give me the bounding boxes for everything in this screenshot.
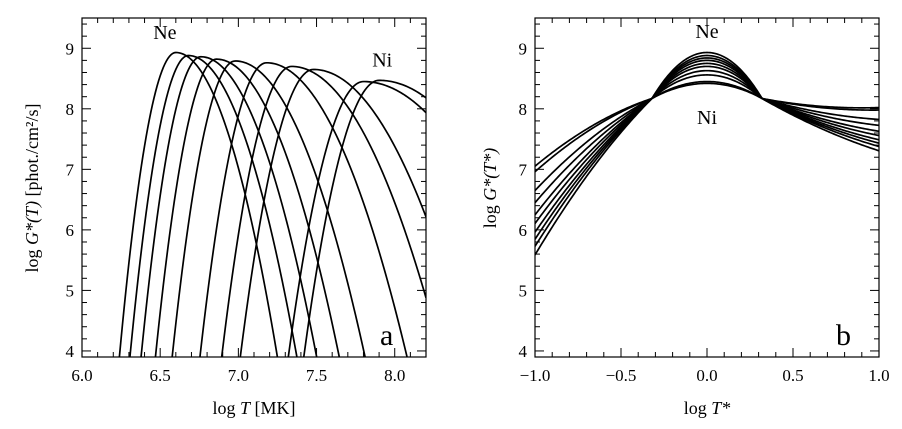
panel-a-tick-labels: 6.0 6.5 7.0 7.5 8.0 4 5 6 7 8 9 [66,39,406,385]
panel-b-annotations: Ne Ni [695,21,718,129]
panel-a-curve-na [129,54,298,357]
panel-b-ytick-label: 9 [519,39,528,58]
panel-b-curve-ca [535,74,879,192]
panel-a-xtick-label: 6.5 [150,366,171,385]
panel-a-ylabel: log G*(T) [phot./cm²/s] [22,104,43,273]
panel-a-ytick-label: 9 [66,39,75,58]
panel-b-xtick-label: 0.5 [782,366,803,385]
panel-a-xtick-label: 7.0 [228,366,249,385]
panel-a-frame [81,17,427,358]
panel-a-curve-s [199,61,408,357]
panel-b-xtick-label: −0.5 [606,366,637,385]
panel-b-curve-mg [535,57,879,240]
panel-a-curve-ar [220,65,426,357]
panel-b-ylabel: log G*(T*) [480,148,501,229]
panel-a-ytick-label: 6 [66,221,75,240]
panel-b-xlabel: log T* [684,398,731,418]
panel-a-curve-al [154,58,341,357]
panel-a-curve-ni [302,79,426,357]
panel-a-xtick-label: 8.0 [384,366,405,385]
panel-a-curve-fe [287,80,426,357]
panel-a-curve-si [171,60,366,357]
panel-b-ytick-label: 8 [519,100,528,119]
panel-b-letter: b [836,319,851,352]
panel-b-ticks [534,18,880,357]
panel-a-letter: a [380,319,393,352]
panel-b-curve-si [535,62,879,225]
panel-a-annotation-ne: Ne [153,22,176,44]
panel-b-ytick-label: 5 [519,281,528,300]
panel-b-annotation-ni: Ni [697,107,717,129]
panel-a-annotations: Ne Ni [153,22,392,71]
panel-b-curve-al [535,59,879,233]
panel-b-frame [534,17,880,358]
panel-b-curves [535,51,879,256]
panel-b-curve-ar [535,69,879,204]
panel-b-curve-ni [535,82,879,167]
panel-a-xtick-label: 6.0 [71,366,92,385]
panel-a-curve-ne [118,51,279,357]
panel-b-xtick-label: −1.0 [520,366,551,385]
panel-b-ytick-label: 7 [519,160,528,179]
panel-a-curve-ca [239,68,426,357]
panel-a-curves [118,51,426,357]
panel-b-curve-fe [535,80,879,173]
panel-a-ytick-label: 7 [66,160,75,179]
panel-a-xlabel: log T [MK] [212,398,295,418]
panel-b: −1.0 −0.5 0.0 0.5 1.0 4 5 6 7 8 9 Ne Ni b log T* lo… [480,17,890,418]
panel-a-ytick-label: 4 [66,342,75,361]
panel-b-curve-ne [535,51,879,256]
panel-b-ytick-label: 6 [519,221,528,240]
panel-b-curve-na [535,54,879,247]
panel-b-tick-labels: −1.0 −0.5 0.0 0.5 1.0 4 5 6 7 8 9 [519,39,890,385]
panel-a-annotation-ni: Ni [372,49,392,71]
panel-b-xtick-label: 1.0 [868,366,889,385]
panel-a-xtick-label: 7.5 [306,366,327,385]
panel-b-xtick-label: 0.0 [696,366,717,385]
panel-a-curve-mg [140,55,318,357]
panel-b-ytick-label: 4 [519,342,528,361]
panel-b-annotation-ne: Ne [695,21,718,43]
panel-a-ytick-label: 5 [66,281,75,300]
panel-b-curve-s [535,65,879,216]
panel-a-ytick-label: 8 [66,100,75,119]
